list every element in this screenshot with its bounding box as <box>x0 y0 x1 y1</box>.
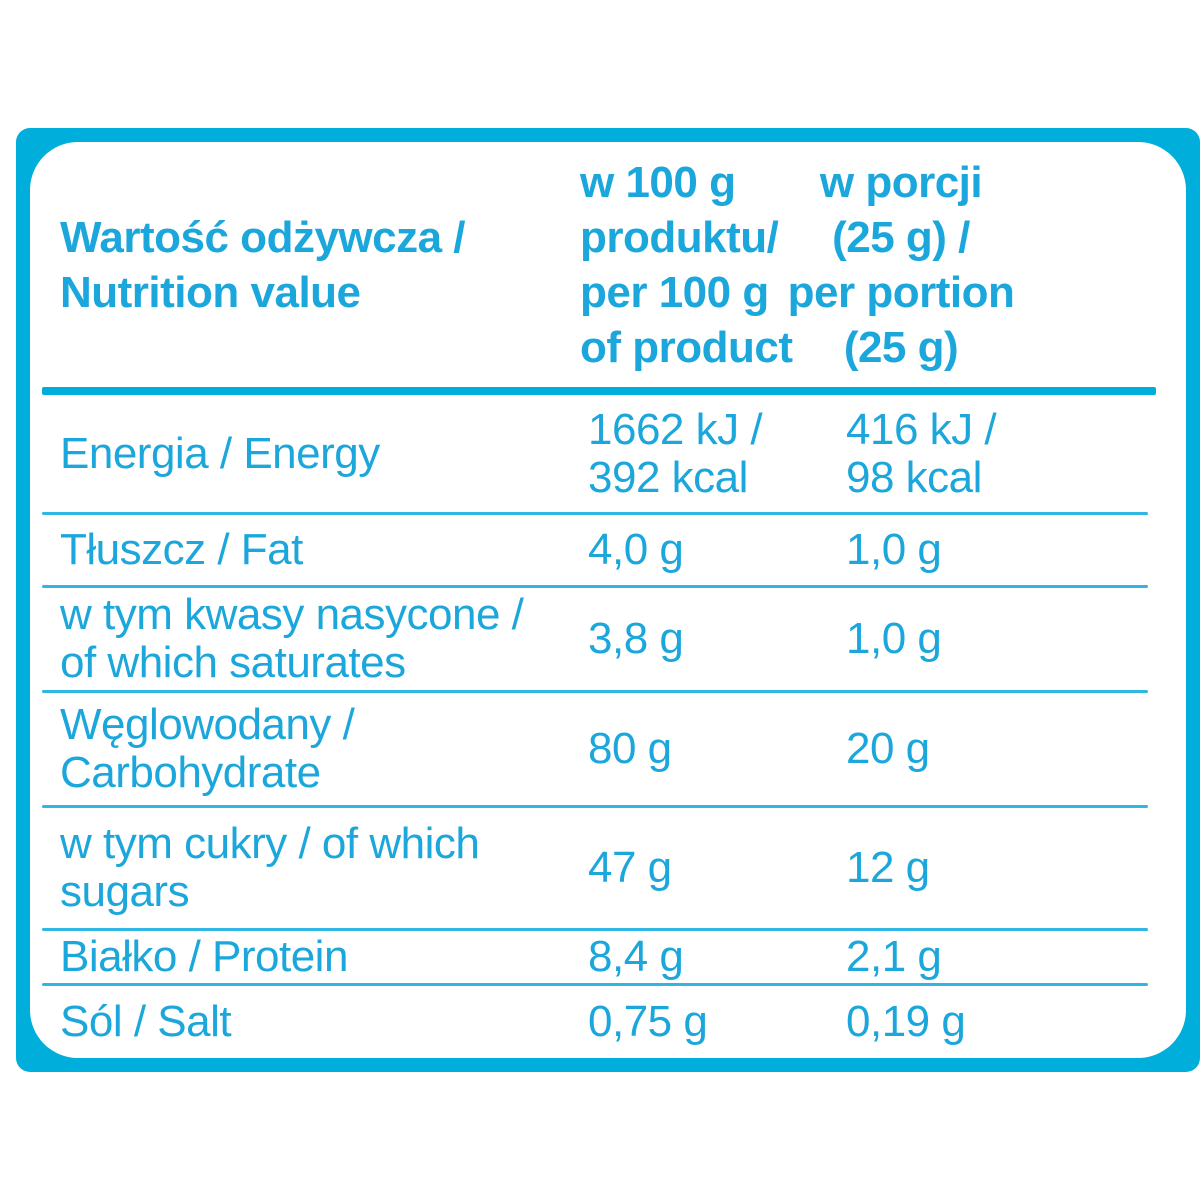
row-carbohydrate-label: Węglowodany / Carbohydrate <box>60 700 355 797</box>
table-header-row: Wartość odżywcza / Nutrition value w 100… <box>30 142 1186 387</box>
row-fat-portion: 1,0 g <box>846 525 942 574</box>
row-carbohydrate-per100: 80 g <box>588 724 672 773</box>
row-divider <box>42 983 1148 986</box>
row-energy-label: Energia / Energy <box>60 428 380 478</box>
nutrition-table: Wartość odżywcza / Nutrition value w 100… <box>16 128 1200 1072</box>
row-fat-label: Tłuszcz / Fat <box>60 525 303 574</box>
row-fat-per100: 4,0 g <box>588 525 684 574</box>
row-saturates: w tym kwasy nasycone / of which saturate… <box>30 588 1186 690</box>
row-protein-portion: 2,1 g <box>846 932 942 981</box>
row-divider <box>42 928 1148 931</box>
row-salt-label: Sól / Salt <box>60 997 232 1046</box>
row-divider <box>42 805 1148 808</box>
row-saturates-label: w tym kwasy nasycone / of which saturate… <box>60 590 524 687</box>
row-salt: Sól / Salt 0,75 g 0,19 g <box>30 986 1186 1058</box>
row-sugars-portion: 12 g <box>846 843 930 892</box>
row-salt-portion: 0,19 g <box>846 997 966 1046</box>
row-protein: Białko / Protein 8,4 g 2,1 g <box>30 931 1186 983</box>
nutrition-table-inner: Wartość odżywcza / Nutrition value w 100… <box>30 142 1186 1058</box>
row-salt-per100: 0,75 g <box>588 997 708 1046</box>
row-carbohydrate-portion: 20 g <box>846 724 930 773</box>
row-divider <box>42 512 1148 515</box>
row-saturates-portion: 1,0 g <box>846 614 942 663</box>
row-energy-per100: 1662 kJ / 392 kcal <box>588 404 763 502</box>
header-per-portion: w porcji (25 g) / per portion (25 g) <box>788 142 1186 387</box>
row-protein-label: Białko / Protein <box>60 932 348 981</box>
header-per-portion-text: w porcji (25 g) / per portion (25 g) <box>787 157 1015 372</box>
row-fat: Tłuszcz / Fat 4,0 g 1,0 g <box>30 515 1186 585</box>
row-saturates-per100: 3,8 g <box>588 614 684 663</box>
header-nutrition-value: Wartość odżywcza / Nutrition value <box>60 212 466 317</box>
row-carbohydrate: Węglowodany / Carbohydrate 80 g 20 g <box>30 693 1186 805</box>
row-sugars-per100: 47 g <box>588 843 672 892</box>
row-energy: Energia / Energy 1662 kJ / 392 kcal 416 … <box>30 395 1186 512</box>
row-protein-per100: 8,4 g <box>588 932 684 981</box>
row-sugars-label: w tym cukry / of which sugars <box>60 819 480 916</box>
row-divider <box>42 585 1148 588</box>
row-sugars: w tym cukry / of which sugars 47 g 12 g <box>30 808 1186 928</box>
header-per-100g: w 100 g produktu/ per 100 g of product <box>580 157 793 372</box>
header-divider <box>42 387 1156 395</box>
row-energy-portion: 416 kJ / 98 kcal <box>846 404 997 502</box>
row-divider <box>42 690 1148 693</box>
